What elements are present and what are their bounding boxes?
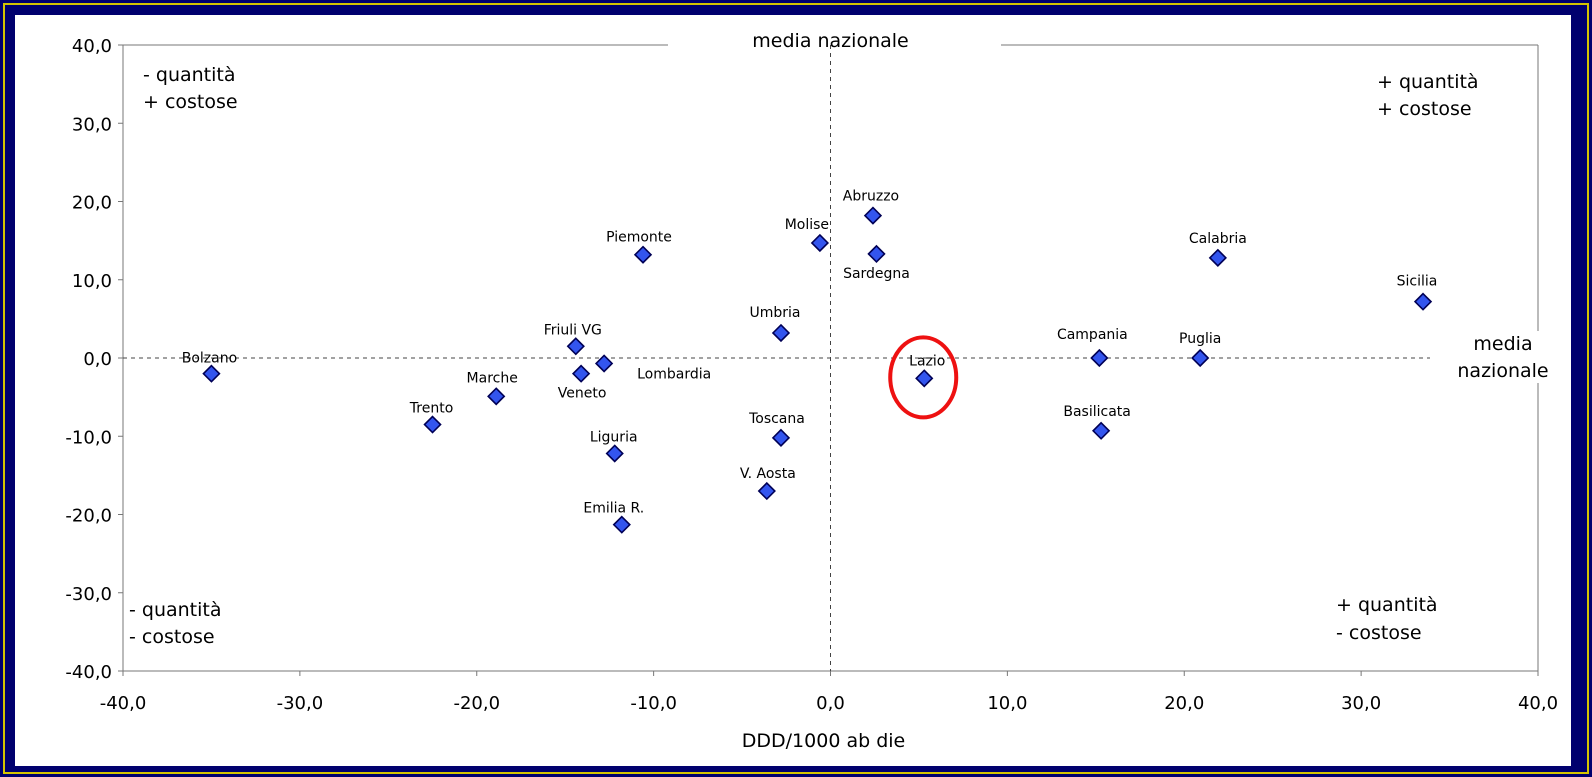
data-point-label: Veneto [558,386,607,402]
x-tick-label: 10,0 [987,693,1027,714]
data-point-marker [487,387,506,406]
data-point-label: Liguria [590,429,638,445]
y-tick-label: 40,0 [72,36,112,57]
quadrant-label-top-right: + quantità [1377,71,1479,93]
y-tick-label: 0,0 [83,349,112,370]
data-point-marker [1191,348,1210,368]
quadrant-label-bottom-right: - costose [1336,622,1422,644]
x-tick-label: 0,0 [816,693,845,714]
vertical-mean-label: media nazionale [752,30,908,52]
data-point-marker [771,323,791,343]
data-point-marker [915,369,934,388]
data-point-label: Lombardia [637,366,711,382]
data-point-marker [594,354,614,373]
data-point-marker [1208,248,1227,267]
highlight-circle [888,335,959,420]
data-point-marker [605,444,624,463]
horizontal-mean-label-line1: media [1473,333,1532,355]
data-point-label: V. Aosta [740,466,796,482]
quadrant-label-bottom-right: + quantità [1336,594,1438,616]
x-tick-label: 20,0 [1164,693,1204,714]
data-point-label: Toscana [748,411,805,427]
data-point-marker [571,364,591,383]
slide-frame: media nazionale media nazionale 40,0 30,0 20,… [3,3,1589,774]
y-tick-label: 10,0 [72,271,112,292]
horizontal-mean-label-line2: nazionale [1457,360,1548,382]
data-point-marker [1091,421,1111,440]
data-point-marker [810,233,830,253]
data-point-label: Trento [409,401,453,417]
y-tick-label: -30,0 [65,584,112,605]
x-axis-title: DDD/1000 ab die [742,730,905,752]
data-point-marker [423,415,442,434]
y-tick-label: -20,0 [65,506,112,527]
data-point-label: Campania [1057,327,1128,343]
data-point-marker [202,364,221,383]
y-tick-label: 20,0 [72,193,112,214]
data-point-label: Calabria [1189,231,1247,247]
data-point-marker [633,245,653,264]
scatter-chart: media nazionale media nazionale 40,0 30,0 20,… [65,30,1558,752]
data-point-label: Piemonte [606,230,672,246]
x-tick-label: -30,0 [277,693,324,714]
y-tick-label: 30,0 [72,114,112,135]
y-tick-label: -10,0 [65,427,112,448]
data-point-marker [863,206,883,225]
data-point-label: Marche [467,370,518,386]
data-point-marker [612,515,631,534]
data-point-marker [867,244,886,264]
x-tick-label: 30,0 [1341,693,1381,714]
y-tick-label: -40,0 [65,662,112,683]
x-tick-label: 40,0 [1518,693,1558,714]
data-point-marker [1413,292,1433,311]
quadrant-label-bottom-left: - quantità [129,599,222,621]
data-point-label: Puglia [1179,331,1221,347]
data-point-label: Umbria [749,305,800,321]
data-point-label: Sicilia [1397,274,1438,290]
data-point-label: Abruzzo [843,189,899,205]
x-tick-label: -10,0 [630,693,677,714]
quadrant-label-top-left: - quantità [143,64,236,86]
quadrant-label-bottom-left: - costose [129,626,215,648]
data-point-marker [757,481,776,501]
data-point-label: Basilicata [1063,404,1131,420]
data-point-marker [566,337,585,356]
data-point-label: Lazio [909,353,945,369]
data-point-label: Molise [785,217,829,233]
data-point-label: Sardegna [843,266,910,282]
chart-panel: media nazionale media nazionale 40,0 30,0 20,… [15,15,1571,766]
quadrant-label-top-right: + costose [1377,98,1472,120]
x-tick-label: -40,0 [100,693,147,714]
data-point-label: Bolzano [182,351,237,367]
quadrant-label-top-left: + costose [143,91,238,113]
x-tick-label: -20,0 [453,693,500,714]
data-point-marker [771,428,791,447]
data-point-marker [1090,348,1109,368]
data-point-label: Emilia R. [583,501,644,517]
data-point-label: Friuli VG [544,322,602,338]
